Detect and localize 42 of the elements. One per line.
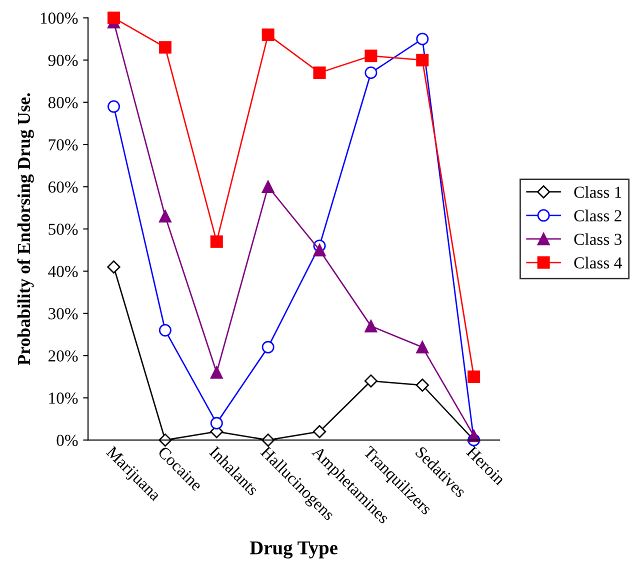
point — [364, 320, 378, 332]
point — [210, 366, 223, 379]
y-tick-label: 50% — [48, 224, 78, 235]
point — [108, 12, 120, 24]
point — [210, 235, 223, 248]
y-tick-label: 40% — [48, 266, 78, 278]
point — [262, 180, 274, 193]
point — [364, 374, 378, 388]
point — [416, 32, 429, 46]
point — [108, 100, 120, 113]
point — [416, 378, 429, 392]
point — [262, 28, 274, 41]
point — [313, 66, 326, 79]
y-tick-label: 30% — [48, 308, 78, 320]
y-tick-label: 80% — [48, 96, 78, 108]
legend-label: Class 3 — [574, 233, 622, 245]
point — [416, 340, 429, 354]
point — [158, 210, 172, 223]
point — [262, 340, 274, 354]
legend-label: Class 2 — [574, 210, 622, 222]
point — [364, 66, 378, 79]
point — [313, 244, 326, 256]
point — [158, 324, 172, 337]
point — [107, 260, 120, 274]
point — [158, 41, 172, 54]
point — [364, 50, 378, 62]
point — [468, 370, 480, 383]
point — [210, 416, 223, 430]
point — [312, 425, 326, 438]
legend-label: Class 1 — [574, 186, 622, 198]
x-axis-title: Drug Type — [250, 541, 338, 558]
y-axis-title: Probability of Endorsing Drug Use. — [17, 93, 34, 366]
point — [158, 433, 172, 447]
y-tick-label: 70% — [48, 139, 78, 151]
y-tick-label: 20% — [48, 350, 78, 362]
point — [416, 54, 429, 66]
y-tick-label: 100% — [40, 12, 78, 24]
y-tick-label: 10% — [49, 392, 78, 404]
y-tick-label: 0% — [56, 434, 78, 446]
legend-label: Class 4 — [574, 256, 622, 269]
y-tick-label: 60% — [48, 181, 78, 193]
y-tick-label: 90% — [48, 54, 78, 66]
